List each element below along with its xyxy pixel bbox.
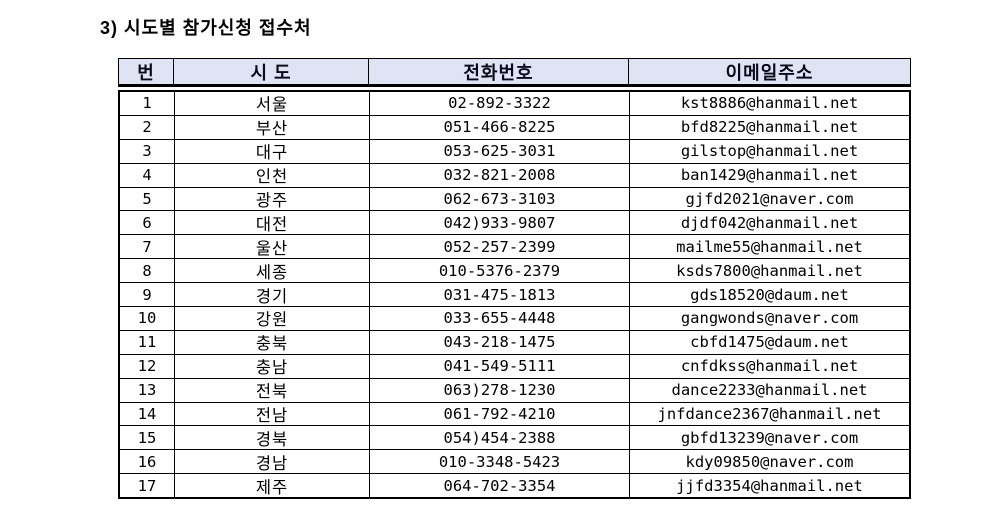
cell-phone: 02-892-3322 [370,92,630,115]
table-row: 16 경남 010-3348-5423 kdy09850@naver.com [120,450,909,475]
cell-phone: 063)278-1230 [370,378,630,402]
cell-email: jjfd3354@hanmail.net [676,476,863,495]
cell-no: 4 [120,163,175,187]
cell-sido: 대구 [175,139,370,163]
cell-phone: 032-821-2008 [370,163,630,187]
cell-email: cbfd1475@daum.net [690,333,849,352]
cell-phone: 051-466-8225 [370,115,630,139]
cell-phone: 031-475-1813 [370,283,630,307]
cell-sido: 제주 [175,474,370,498]
cell-no: 16 [120,450,175,474]
header-cell-sido: 시 도 [174,59,369,84]
table-row: 15 경북 054)454-2388 gbfd13239@naver.com [120,426,909,451]
cell-phone: 061-792-4210 [370,402,630,426]
cell-sido: 충남 [175,354,370,378]
cell-no: 14 [120,402,175,426]
cell-email: gilstop@hanmail.net [680,142,859,161]
cell-no: 5 [120,187,175,211]
cell-sido: 서울 [175,92,370,115]
table-header-row: 번 시 도 전화번호 이메일주소 [118,58,911,87]
cell-no: 6 [120,211,175,235]
page-title: 3) 시도별 참가신청 접수처 [100,18,312,38]
cell-email: gds18520@daum.net [690,285,849,304]
cell-phone: 010-5376-2379 [370,259,630,283]
table-row: 7 울산 052-257-2399 mailme55@hanmail.net [120,235,909,260]
table-row: 4 인천 032-821-2008 ban1429@hanmail.net [120,163,909,188]
cell-phone: 064-702-3354 [370,474,630,498]
cell-phone: 033-655-4448 [370,307,630,330]
table-row: 8 세종 010-5376-2379 ksds7800@hanmail.net [120,259,909,284]
cell-email: gjfd2021@naver.com [685,190,854,208]
cell-email: ban1429@hanmail.net [680,166,859,185]
cell-sido: 전북 [175,378,370,402]
cell-phone: 062-673-3103 [370,187,630,211]
cell-email: ksds7800@hanmail.net [676,261,863,280]
table-row: 12 충남 041-549-5111 cnfdkss@hanmail.net [120,354,909,379]
cell-no: 3 [120,139,175,163]
contact-table: 번 시 도 전화번호 이메일주소 1 서울 02-892-3322 kst8886@h… [118,58,911,500]
cell-email: jnfdance2367@hanmail.net [657,405,882,424]
cell-sido: 세종 [175,259,370,283]
cell-email: kst8886@hanmail.net [680,94,859,113]
table-row: 10 강원 033-655-4448 gangwonds@naver.com [120,307,909,331]
cell-phone: 041-549-5111 [370,354,630,378]
cell-email: gbfd13239@naver.com [680,428,859,447]
cell-email: dance2233@hanmail.net [671,381,868,400]
cell-sido: 충북 [175,330,370,354]
cell-no: 15 [120,426,175,450]
cell-no: 11 [120,330,175,354]
table-row: 17 제주 064-702-3354 jjfd3354@hanmail.net [120,474,909,498]
cell-sido: 대전 [175,211,370,235]
cell-no: 17 [120,474,175,498]
table-row: 13 전북 063)278-1230 dance2233@hanmail.net [120,378,909,403]
table-row: 3 대구 053-625-3031 gilstop@hanmail.net [120,139,909,164]
cell-phone: 054)454-2388 [370,426,630,450]
header-cell-phone: 전화번호 [369,59,629,84]
cell-no: 13 [120,378,175,402]
cell-sido: 강원 [175,307,370,330]
cell-sido: 경남 [175,450,370,474]
table-row: 2 부산 051-466-8225 bfd8225@hanmail.net [120,115,909,140]
cell-no: 1 [120,92,175,115]
cell-sido: 인천 [175,163,370,187]
cell-phone: 052-257-2399 [370,235,630,259]
cell-no: 2 [120,115,175,139]
table-row: 5 광주 062-673-3103 gjfd2021@naver.com [120,187,909,212]
cell-no: 8 [120,259,175,283]
cell-sido: 전남 [175,402,370,426]
cell-phone: 043-218-1475 [370,330,630,354]
table-row: 1 서울 02-892-3322 kst8886@hanmail.net [120,92,909,116]
cell-email: gangwonds@naver.com [680,309,859,328]
cell-sido: 경북 [175,426,370,450]
cell-email: djdf042@hanmail.net [680,213,859,232]
table-row: 14 전남 061-792-4210 jnfdance2367@hanmail.net [120,402,909,427]
table-row: 9 경기 031-475-1813 gds18520@daum.net [120,283,909,308]
table-body: 1 서울 02-892-3322 kst8886@hanmail.net 2 부산 051-… [118,90,911,500]
cell-sido: 부산 [175,115,370,139]
cell-no: 10 [120,307,175,330]
cell-email: kdy09850@naver.com [685,452,854,471]
cell-phone: 042)933-9807 [370,211,630,235]
cell-sido: 울산 [175,235,370,259]
cell-email: mailme55@hanmail.net [676,237,863,256]
header-cell-email: 이메일주소 [725,62,814,83]
cell-phone: 010-3348-5423 [370,450,630,474]
cell-sido: 광주 [175,187,370,211]
cell-no: 9 [120,283,175,307]
cell-email: cnfdkss@hanmail.net [680,357,859,376]
cell-sido: 경기 [175,283,370,307]
header-cell-no: 번 [119,59,174,84]
cell-phone: 053-625-3031 [370,139,630,163]
cell-email: bfd8225@hanmail.net [680,118,859,137]
table-row: 11 충북 043-218-1475 cbfd1475@daum.net [120,330,909,355]
cell-no: 7 [120,235,175,259]
cell-no: 12 [120,354,175,378]
table-row: 6 대전 042)933-9807 djdf042@hanmail.net [120,211,909,236]
